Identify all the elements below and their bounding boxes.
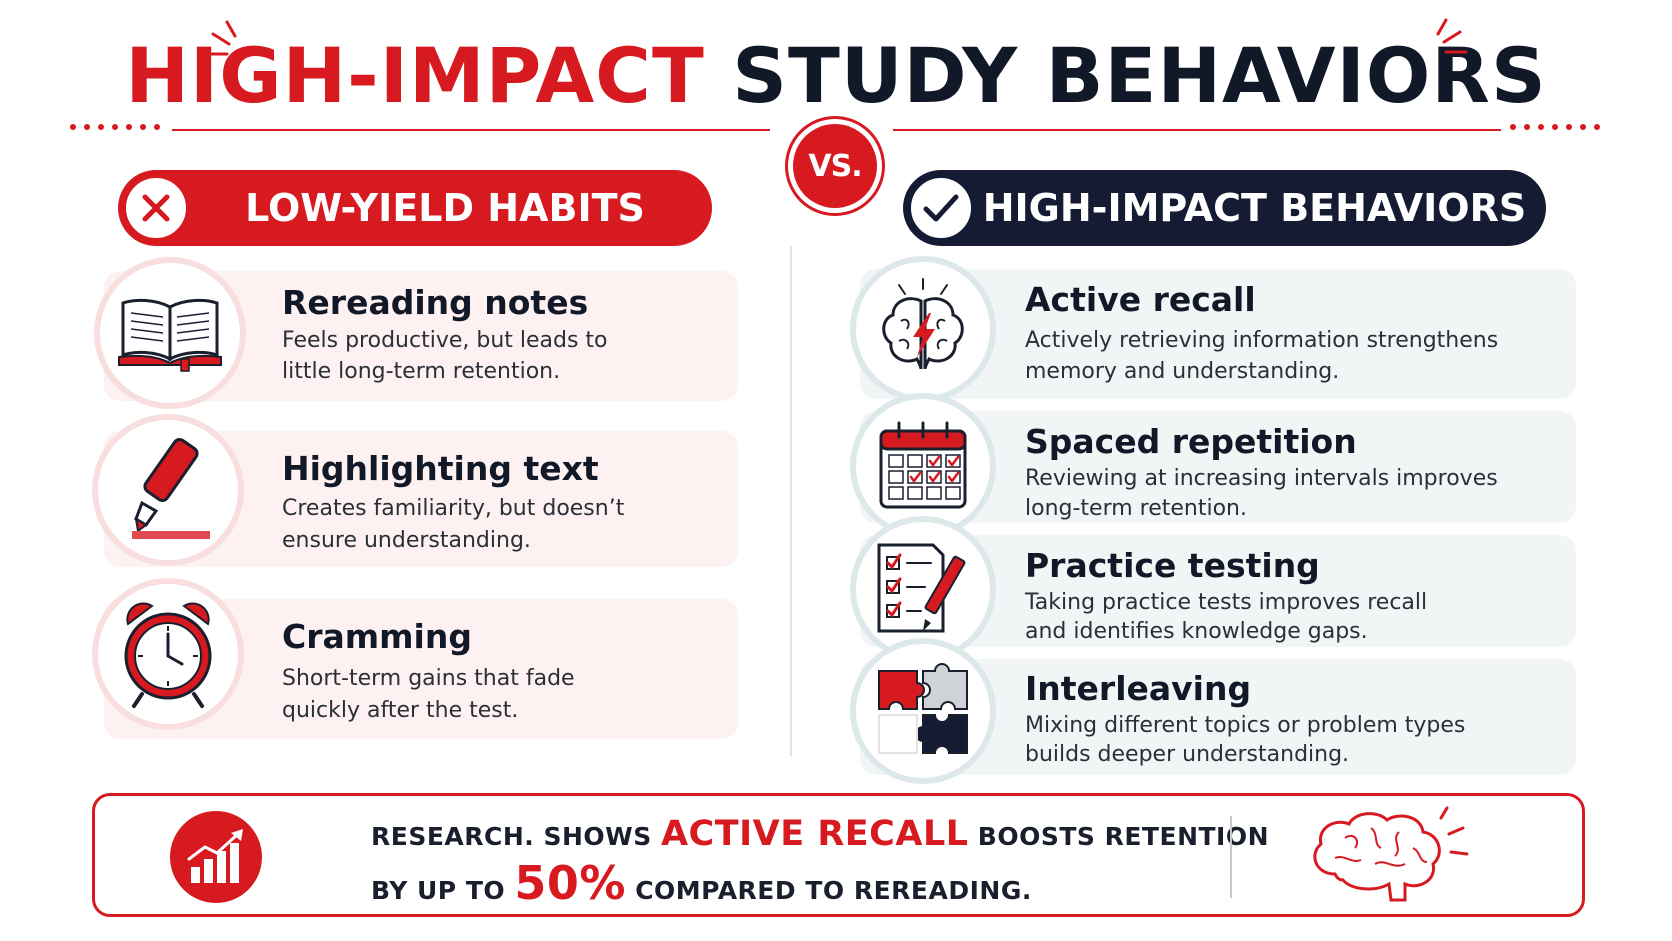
column-divider xyxy=(790,246,792,756)
growth-chart-icon xyxy=(170,811,262,903)
footer-highlight-active-recall: ACTIVE RECALL xyxy=(660,814,969,854)
behavior-title: Spaced repetition xyxy=(1025,422,1357,461)
high-impact-banner-label: HIGH-IMPACT BEHAVIORS xyxy=(982,186,1527,230)
footer-divider xyxy=(1230,816,1232,898)
footer-line-1: RESEARCH. SHOWS ACTIVE RECALL BOOSTS RET… xyxy=(371,814,1269,854)
rule-left xyxy=(172,129,770,131)
habit-title: Highlighting text xyxy=(282,449,599,488)
brain-lightning-icon xyxy=(850,256,996,402)
footer-text: COMPARED TO REREADING. xyxy=(635,876,1032,905)
title-burst-left-icon xyxy=(205,20,237,56)
highlighter-icon xyxy=(92,414,244,566)
behavior-title: Active recall xyxy=(1025,280,1256,319)
x-mark-icon xyxy=(122,174,190,242)
title-red-part: HIGH-IMPACT xyxy=(125,31,705,120)
alarm-clock-icon xyxy=(92,578,244,730)
low-yield-banner: LOW-YIELD HABITS xyxy=(118,170,712,246)
behavior-desc-line2: builds deeper understanding. xyxy=(1025,742,1350,767)
brain-outline-icon xyxy=(1313,806,1469,902)
behavior-desc-line2: long-term retention. xyxy=(1025,496,1247,521)
behavior-desc-line2: and identifies knowledge gaps. xyxy=(1025,619,1368,644)
high-impact-banner: HIGH-IMPACT BEHAVIORS xyxy=(903,170,1546,246)
habit-desc-line1: Short-term gains that fade xyxy=(282,666,575,691)
habit-desc-line2: quickly after the test. xyxy=(282,698,519,723)
footer-text: BY UP TO xyxy=(371,876,506,905)
behavior-title: Practice testing xyxy=(1025,546,1320,585)
vs-badge: VS. xyxy=(785,116,885,216)
habit-title: Rereading notes xyxy=(282,283,589,322)
behavior-desc-line1: Reviewing at increasing intervals improv… xyxy=(1025,466,1498,491)
page-title: HIGH-IMPACT STUDY BEHAVIORS xyxy=(0,38,1672,114)
footer-line-2: BY UP TO 50% COMPARED TO REREADING. xyxy=(371,856,1032,910)
footer-highlight-percent: 50% xyxy=(514,856,626,910)
behavior-desc-line1: Taking practice tests improves recall xyxy=(1025,590,1428,615)
dots-right xyxy=(1510,124,1600,130)
footer-text: BOOSTS RETENTION xyxy=(977,822,1270,851)
habit-desc-line1: Creates familiarity, but doesn’t xyxy=(282,496,625,521)
behavior-desc-line1: Mixing different topics or problem types xyxy=(1025,713,1466,738)
habit-title: Cramming xyxy=(282,617,472,656)
behavior-desc-line1: Actively retrieving information strength… xyxy=(1025,328,1499,353)
research-footer: RESEARCH. SHOWS ACTIVE RECALL BOOSTS RET… xyxy=(92,793,1585,917)
title-burst-right-icon xyxy=(1436,18,1468,54)
behavior-desc-line2: memory and understanding. xyxy=(1025,359,1340,384)
habit-desc-line2: ensure understanding. xyxy=(282,528,531,553)
footer-text: RESEARCH. SHOWS xyxy=(371,822,652,851)
rule-right xyxy=(893,129,1501,131)
behavior-title: Interleaving xyxy=(1025,669,1252,708)
checklist-pencil-icon xyxy=(850,516,996,662)
habit-desc-line2: little long-term retention. xyxy=(282,359,561,384)
puzzle-icon xyxy=(850,638,996,784)
title-dark-part: STUDY BEHAVIORS xyxy=(732,31,1547,120)
habit-desc-line1: Feels productive, but leads to xyxy=(282,328,608,353)
low-yield-banner-label: LOW-YIELD HABITS xyxy=(245,186,645,230)
vs-label: VS. xyxy=(793,124,877,208)
dots-left xyxy=(70,124,160,130)
open-book-icon xyxy=(94,257,246,409)
check-mark-icon xyxy=(907,174,975,242)
